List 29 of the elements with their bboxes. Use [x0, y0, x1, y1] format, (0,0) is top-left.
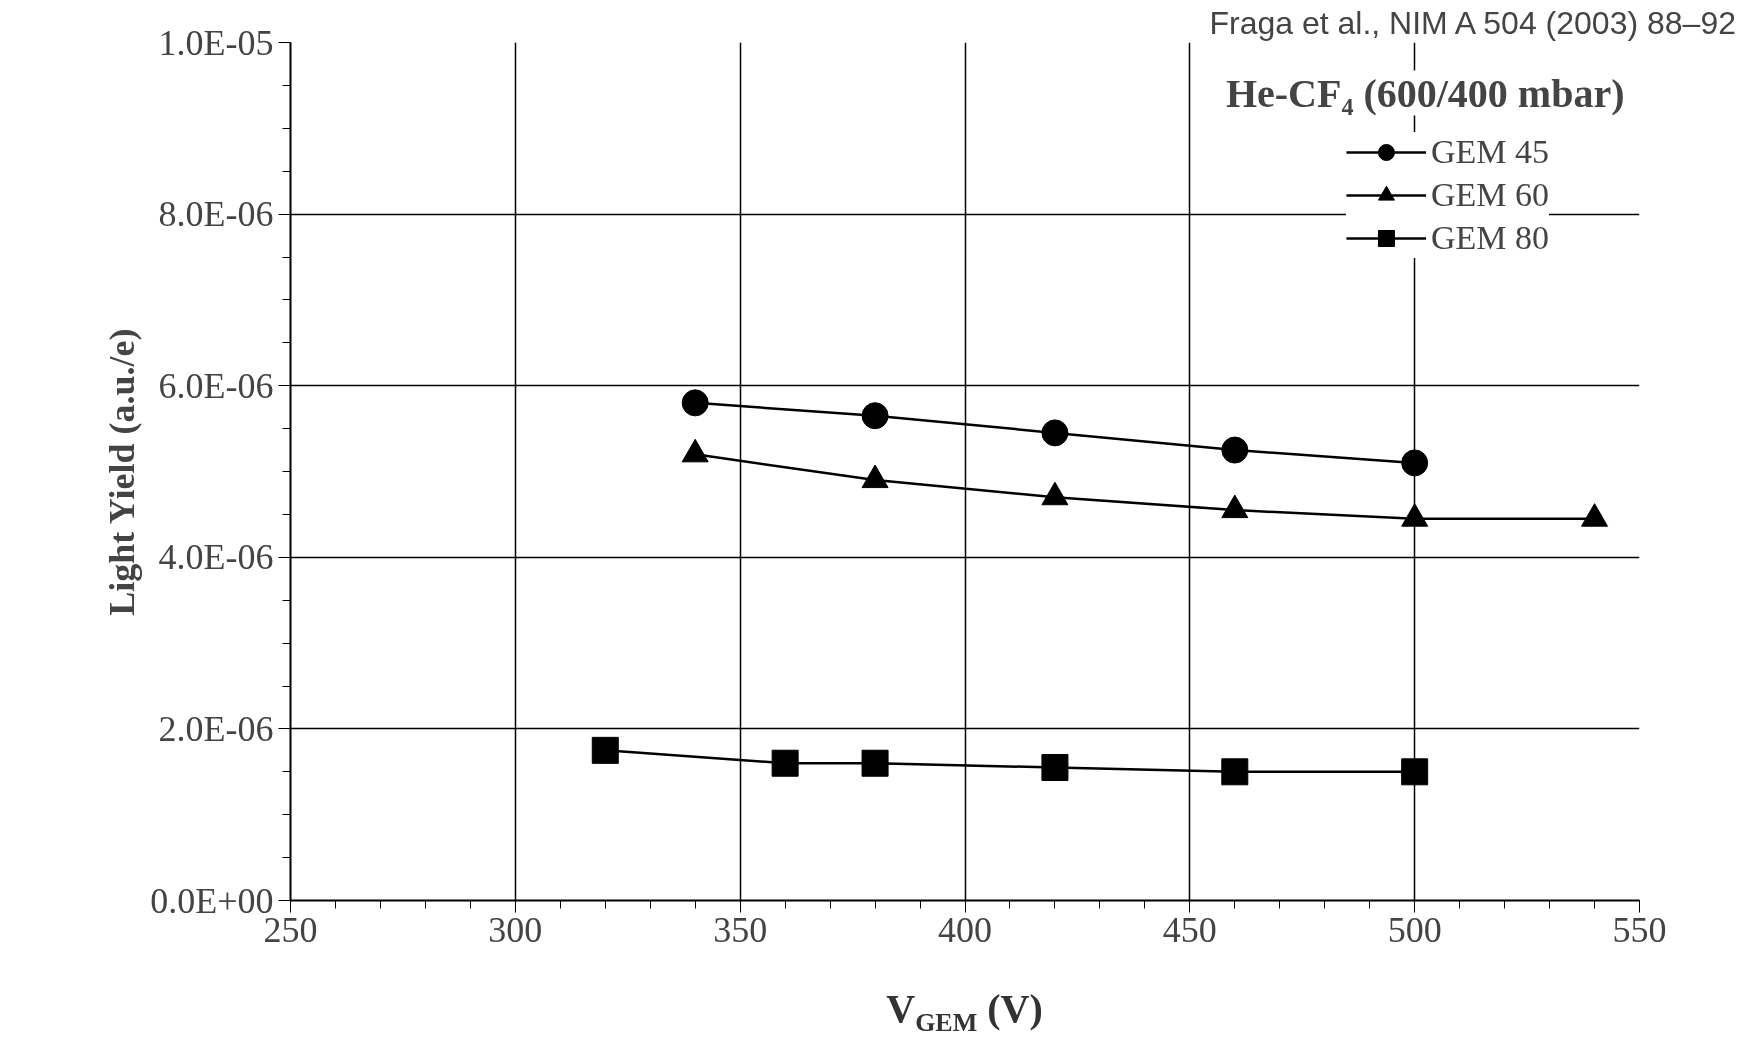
- point: [591, 736, 619, 764]
- point: [861, 402, 889, 430]
- y-axis-title: Light Yield (a.u./e): [102, 328, 143, 616]
- point: [1401, 758, 1429, 786]
- x-tick-label: 450: [1162, 909, 1217, 950]
- y-tick-label: 8.0E-06: [158, 194, 274, 235]
- point: [1221, 758, 1249, 786]
- x-tick-label: 400: [938, 909, 992, 950]
- legend-label: GEM 60: [1430, 176, 1549, 214]
- x-tick-label: 500: [1387, 909, 1442, 950]
- point: [681, 389, 709, 417]
- point: [1221, 436, 1249, 464]
- x-tick-label: 350: [713, 909, 768, 950]
- point: [771, 749, 799, 777]
- legend-label: GEM 80: [1430, 219, 1549, 257]
- y-tick-label: 1.0E-05: [158, 22, 274, 63]
- annotation: He-CF₄ (600/400 mbar): [1225, 70, 1625, 116]
- x-tick-label: 550: [1612, 909, 1667, 950]
- point: [1041, 419, 1069, 447]
- y-tick-label: 4.0E-06: [158, 537, 274, 578]
- x-tick-label: 300: [488, 909, 543, 950]
- y-tick-label: 2.0E-06: [158, 708, 274, 749]
- point: [1041, 754, 1069, 782]
- point: [861, 749, 889, 777]
- text: Fraga et al., NIM A 504 (2003) 88–92: [1209, 4, 1736, 41]
- x-axis-title: V$_{GEM}$ (V): [886, 985, 1043, 1039]
- y-tick-label: 6.0E-06: [158, 365, 274, 406]
- legend-label: GEM 45: [1430, 133, 1549, 171]
- point: [1401, 449, 1429, 477]
